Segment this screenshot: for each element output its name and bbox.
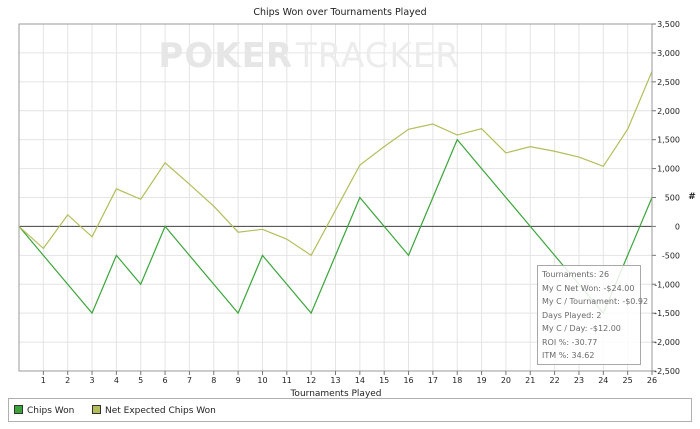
x-tick-label: 3 xyxy=(89,376,94,385)
stats-per-tournament: My C / Tournament: -$0.92 xyxy=(542,297,649,306)
watermark-tracker: TRACKER xyxy=(295,36,460,76)
y-axis: 3,500 3,000 2,500 2,000 1,500 1,000 500 0 -500 -1… xyxy=(652,20,680,376)
x-tick-label: 23 xyxy=(574,376,584,385)
x-tick-label: 2 xyxy=(65,376,70,385)
y-tick-label: 1,000 xyxy=(657,165,680,174)
legend-item-net-expected[interactable]: Net Expected Chips Won xyxy=(92,405,216,417)
x-tick-label: 6 xyxy=(163,376,168,385)
legend-label-chips-won: Chips Won xyxy=(27,406,75,416)
x-tick-label: 1 xyxy=(41,376,46,385)
stats-itm: ITM %: 34.62 xyxy=(542,351,595,360)
y-tick-label: 3,000 xyxy=(657,49,680,58)
series-line-net-expected xyxy=(18,71,653,257)
x-tick-label: 14 xyxy=(355,376,365,385)
y-tick-label: -2,000 xyxy=(654,338,680,347)
x-tick-label: 13 xyxy=(330,376,340,385)
series-line-chips-won xyxy=(18,138,653,315)
x-tick-label: 9 xyxy=(236,376,241,385)
stats-net-won: My C Net Won: -$24.00 xyxy=(542,283,635,293)
x-tick-label: 24 xyxy=(598,376,608,385)
y-tick-label: 500 xyxy=(665,194,680,203)
x-tick-label: 21 xyxy=(525,376,535,385)
x-tick-label: 11 xyxy=(282,376,292,385)
y-tick-label: 2,000 xyxy=(657,107,680,116)
x-axis: 1 2 3 4 5 6 7 8 9 10 11 12 13 14 15 16 17 18 19 20 21 22 23 24 2… xyxy=(41,371,657,385)
y-tick-label: -2,500 xyxy=(654,367,680,376)
x-tick-label: 4 xyxy=(114,376,119,385)
legend-label-net-expected: Net Expected Chips Won xyxy=(105,406,216,416)
x-tick-label: 7 xyxy=(187,376,192,385)
stats-box: Tournaments: 26 My C Net Won: -$24.00 My… xyxy=(537,265,649,365)
y-tick-label: 2,500 xyxy=(657,78,680,87)
stats-days-played: Days Played: 2 xyxy=(542,310,602,320)
legend: Chips Won Net Expected Chips Won xyxy=(8,398,692,422)
series-group xyxy=(18,71,653,315)
x-tick-label: 25 xyxy=(623,376,633,385)
y-tick-label: -500 xyxy=(662,251,680,260)
x-tick-label: 26 xyxy=(647,376,657,385)
y-tick-label: -1,000 xyxy=(654,280,680,289)
y-axis-label: # xyxy=(688,192,696,202)
x-tick-label: 20 xyxy=(501,376,511,385)
x-tick-label: 18 xyxy=(452,376,462,385)
y-tick-label: 3,500 xyxy=(657,20,680,29)
x-tick-label: 19 xyxy=(476,376,486,385)
x-tick-label: 22 xyxy=(550,376,560,385)
x-tick-label: 15 xyxy=(379,376,389,385)
stats-per-day: My C / Day: -$12.00 xyxy=(542,324,621,333)
x-tick-label: 12 xyxy=(306,376,316,385)
x-tick-label: 10 xyxy=(257,376,267,385)
watermark-poker: POKER xyxy=(158,36,293,76)
x-tick-label: 16 xyxy=(403,376,413,385)
y-tick-label: -1,500 xyxy=(654,309,680,318)
x-axis-label: Tournaments Played xyxy=(289,389,381,399)
stats-tournaments: Tournaments: 26 xyxy=(542,270,610,279)
y-tick-label: 0 xyxy=(675,222,680,231)
legend-swatch-net-expected xyxy=(92,405,101,414)
y-tick-label: 1,500 xyxy=(657,136,680,145)
x-tick-label: 17 xyxy=(428,376,438,385)
x-tick-label: 8 xyxy=(211,376,216,385)
chart-title: Chips Won over Tournaments Played xyxy=(253,7,426,18)
x-tick-label: 5 xyxy=(138,376,143,385)
legend-item-chips-won[interactable]: Chips Won xyxy=(14,405,74,417)
legend-swatch-chips-won xyxy=(14,405,23,414)
stats-roi: ROI %: -30.77 xyxy=(542,337,598,347)
